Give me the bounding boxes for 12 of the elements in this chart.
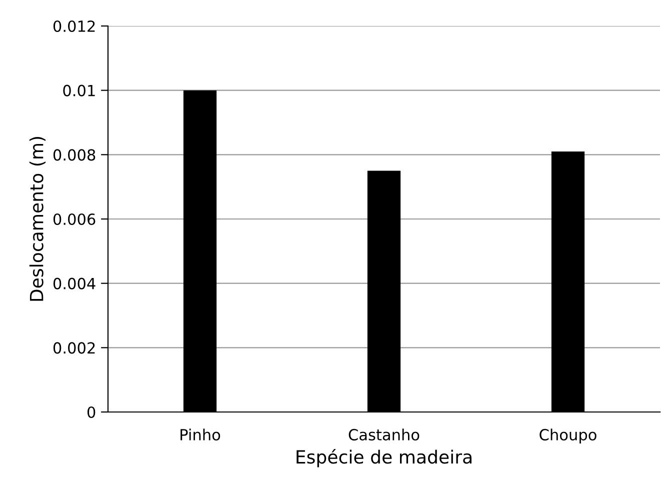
- y-tick-label: 0.008: [53, 149, 96, 161]
- y-tick-label: 0.01: [63, 84, 95, 96]
- x-tick-label: Choupo: [540, 428, 596, 444]
- y-tick-label: 0.004: [53, 278, 96, 290]
- y-tick-label: 0.002: [53, 342, 95, 354]
- x-tick-label: Pinho: [180, 428, 220, 440]
- y-tick-label: 0: [87, 406, 96, 418]
- y-tick-label: 0.012: [53, 20, 95, 32]
- y-tick-label: 0.006: [53, 213, 96, 226]
- x-tick-label: Castanho: [348, 428, 420, 440]
- x-axis-title: Espécie de madeira: [296, 449, 472, 468]
- y-axis-title: Deslocamento (m): [29, 136, 46, 301]
